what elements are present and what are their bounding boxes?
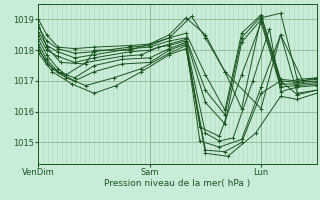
X-axis label: Pression niveau de la mer( hPa ): Pression niveau de la mer( hPa ): [104, 179, 251, 188]
